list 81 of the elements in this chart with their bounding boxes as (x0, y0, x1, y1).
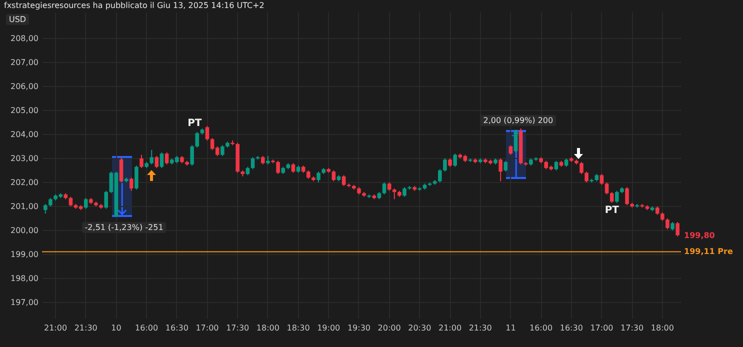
candlestick (666, 218, 670, 230)
y-tick-label: 199,00 (10, 250, 38, 259)
candlestick (580, 162, 584, 174)
candlestick (276, 160, 280, 174)
y-tick-label: 201,00 (10, 202, 38, 211)
y-tick-label: 198,00 (10, 274, 38, 283)
candlestick (160, 152, 164, 168)
candlestick (220, 144, 224, 156)
candlestick (504, 160, 508, 172)
x-tick-label: 16:30 (165, 324, 188, 332)
candlestick (332, 170, 336, 182)
candlestick (195, 132, 200, 148)
x-tick-label: 18:30 (286, 324, 310, 332)
x-tick-label: 20:00 (378, 324, 401, 332)
chart-title: fxstrategiesresources ha pubblicato il Giu 13, 2025 14:16 UTC+2 (4, 1, 264, 10)
x-tick-label: 17:00 (590, 324, 614, 332)
x-tick-label: 11 (506, 324, 516, 332)
candlestick (610, 192, 614, 204)
candlestick (625, 186, 629, 206)
candlestick (44, 204, 48, 214)
candlestick (508, 144, 513, 156)
x-tick-label: 17:00 (196, 324, 219, 332)
annotation: PT (604, 204, 619, 216)
candlestick (402, 186, 406, 198)
y-tick-label: 207,00 (10, 58, 38, 67)
candlestick (438, 168, 442, 183)
x-tick-label: 17:30 (226, 324, 250, 332)
x-tick-label: 20:30 (408, 324, 432, 332)
candlestick (134, 165, 138, 190)
x-tick-label: 18:00 (650, 324, 674, 332)
x-tick-label: 16:00 (135, 324, 158, 332)
candlestick (554, 160, 558, 171)
candlestick (342, 174, 346, 186)
y-tick-label: 202,00 (10, 178, 38, 187)
y-tick-label: 204,00 (10, 130, 38, 139)
candlestick (498, 158, 502, 182)
x-tick-label: 21:30 (468, 324, 492, 332)
candlestick (150, 150, 154, 165)
candlestick (443, 158, 447, 172)
candlestick (604, 182, 609, 195)
candlestick (453, 153, 457, 168)
x-tick-label: 17:30 (620, 324, 644, 332)
candlestick (392, 188, 396, 200)
x-tick-label: 18:00 (256, 324, 280, 332)
candlestick (615, 190, 619, 204)
y-tick-label: 200,00 (10, 226, 38, 235)
x-tick-label: 16:30 (560, 324, 583, 332)
x-tick-label: 21:30 (74, 324, 98, 332)
ref-line-label: 199,11 Pre (684, 246, 734, 256)
candlestick (190, 144, 194, 166)
x-tick-label: 16:00 (530, 324, 553, 332)
candlestick (205, 126, 210, 141)
annotation: 2,00 (0,99%) 200 (480, 115, 556, 126)
x-tick-label: 21:00 (438, 324, 462, 332)
candlestick (250, 156, 255, 170)
candlestick (291, 162, 296, 174)
candlestick (84, 198, 88, 210)
candlestick (600, 174, 604, 186)
candlestick (316, 171, 320, 183)
x-tick-label: 19:30 (347, 324, 371, 332)
candlestick (154, 156, 159, 168)
candlestick (104, 190, 108, 210)
candlestick (584, 171, 588, 183)
candlestick (676, 222, 680, 237)
y-tick-label: 197,00 (10, 298, 38, 307)
annotation: PT (188, 118, 202, 130)
y-tick-label: 205,00 (10, 106, 38, 115)
candlestick (68, 196, 73, 207)
text: USD (6, 14, 30, 25)
y-tick-label: 206,00 (10, 82, 38, 91)
x-tick-label: 19:00 (317, 324, 340, 332)
annotation: -2,51 (-1,23%) -251 (82, 222, 166, 233)
candlestick (382, 182, 386, 195)
y-tick-label: 203,00 (10, 154, 38, 163)
y-tick-label: 208,00 (10, 34, 38, 43)
x-tick-label: 21:00 (44, 324, 68, 332)
text: 199,80 (684, 230, 715, 240)
candlestick (164, 152, 169, 165)
x-tick-label: 10 (111, 324, 122, 332)
candlestick (140, 154, 144, 168)
candlestick (129, 177, 134, 192)
